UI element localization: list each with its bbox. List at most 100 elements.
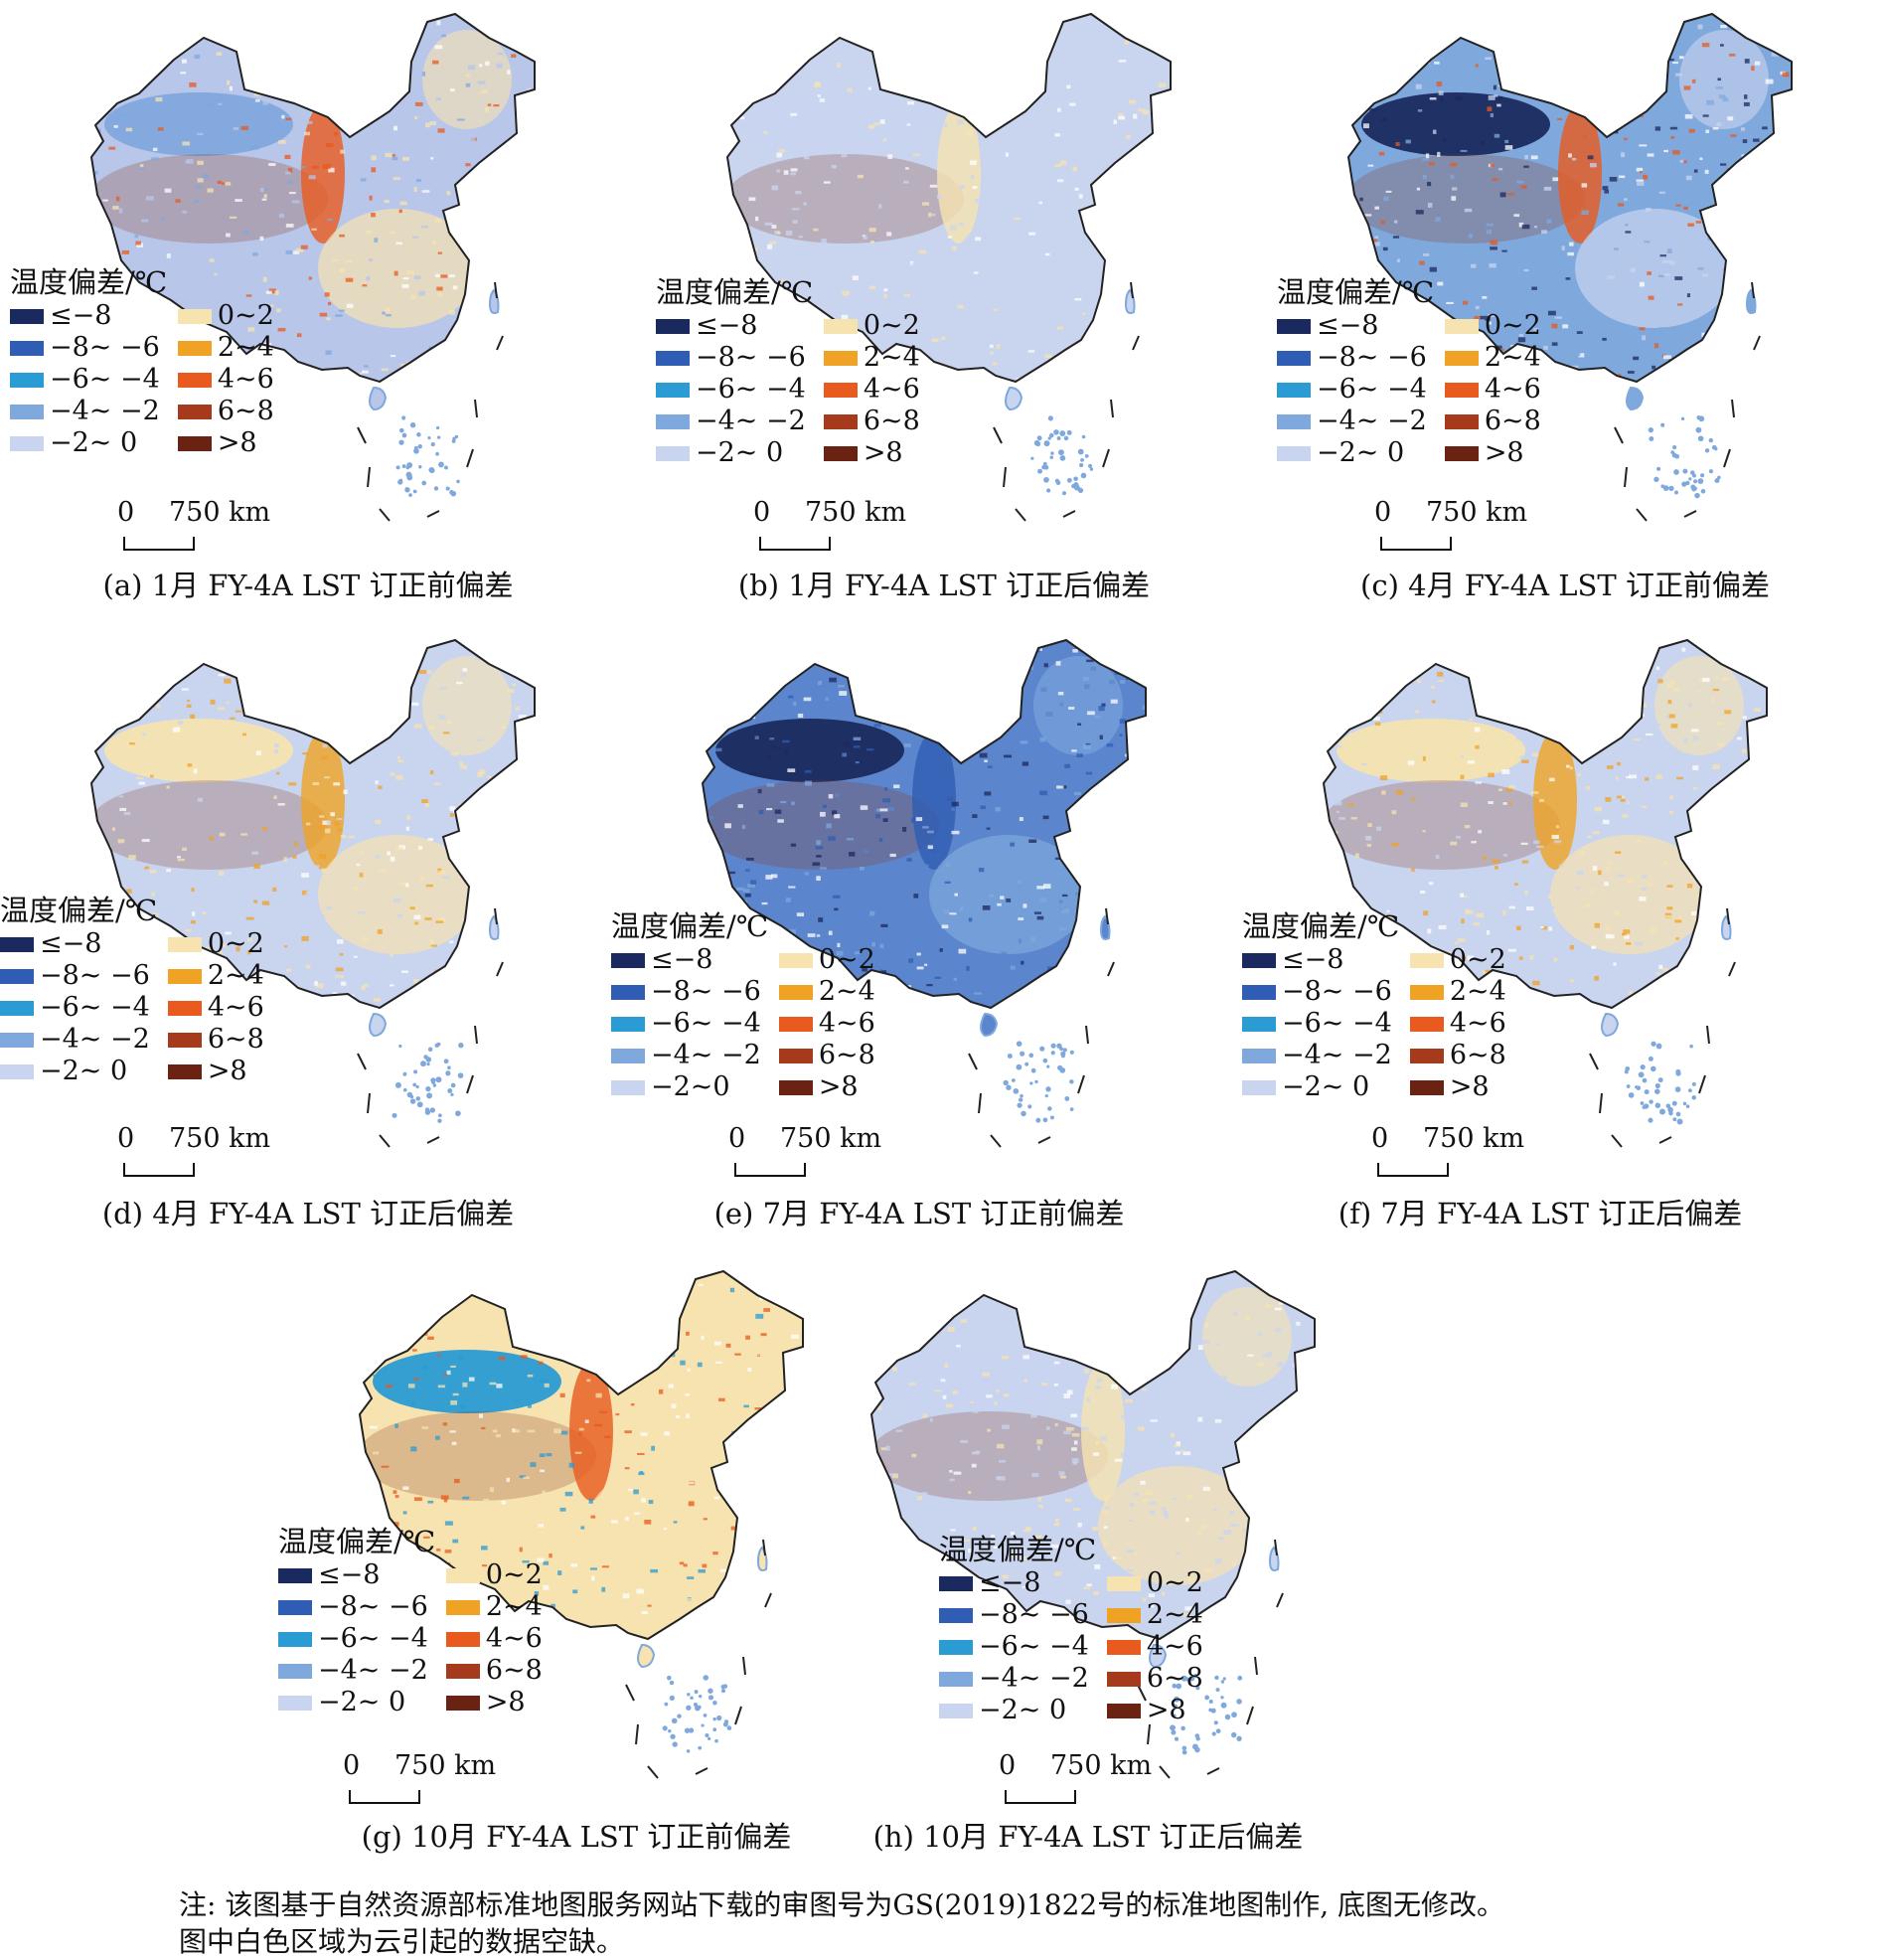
islet: [1069, 1107, 1074, 1112]
islet: [1682, 1101, 1687, 1106]
islet: [1046, 1064, 1050, 1068]
nine-dash-line-segment: [367, 1092, 371, 1114]
legend-item: 2~4: [167, 960, 264, 992]
nine-dash-line-segment: [426, 510, 440, 518]
islet: [1237, 1675, 1243, 1681]
islet: [402, 1071, 407, 1076]
legend-item: 4~6: [823, 374, 920, 406]
legend-swatch: [778, 984, 813, 1000]
scale-bar: 0 750 km: [728, 1123, 887, 1183]
legend-label: >8: [485, 1687, 526, 1717]
islet: [669, 1695, 675, 1701]
islet: [723, 1719, 729, 1724]
islet: [1050, 451, 1054, 455]
islet: [443, 1059, 449, 1064]
islet: [1037, 468, 1043, 474]
legend: 温度偏差/℃ ≤−8 −8~ −6 −6~ −4 −4~ −2 −2~ 0 0~2 2~4 4~…: [0, 895, 264, 1087]
islet: [1057, 1064, 1063, 1070]
islet: [1174, 1696, 1180, 1703]
islet: [392, 1112, 397, 1118]
islet: [720, 1689, 725, 1694]
china-bias-map: [89, 638, 536, 1148]
legend-item: −4~ −2: [0, 1024, 150, 1056]
islet: [1648, 426, 1654, 433]
islet: [455, 1110, 461, 1117]
islet: [421, 480, 427, 486]
islet: [397, 479, 403, 485]
islet: [1636, 1085, 1642, 1090]
nine-dash-line-segment: [1723, 448, 1731, 468]
scale-distance-label: 750 km: [169, 497, 271, 528]
nine-dash-line-segment: [1246, 1706, 1254, 1725]
legend-label: −6~ −4: [318, 1623, 428, 1654]
islet: [1061, 491, 1067, 496]
legend-item: −4~ −2: [1242, 1040, 1392, 1071]
tarim-basin-region: [104, 92, 293, 156]
legend-label: 0~2: [1484, 310, 1541, 341]
plateau-region: [1348, 154, 1585, 244]
islet: [1049, 455, 1054, 460]
legend-label: 6~8: [1146, 1663, 1203, 1694]
legend: 温度偏差/℃ ≤−8 −8~ −6 −6~ −4 −4~ −2 −2~ 0 0~2 2~4 4~…: [1277, 276, 1541, 469]
islet: [1654, 1082, 1660, 1089]
islet: [1626, 1084, 1631, 1088]
legend-swatch: [445, 1663, 480, 1679]
islet: [454, 434, 459, 439]
islet: [1691, 1081, 1696, 1086]
nine-dash-line-segment: [1589, 1053, 1599, 1070]
map-panel-b: 温度偏差/℃ ≤−8 −8~ −6 −6~ −4 −4~ −2 −2~ 0 0~2 2~4 4~…: [636, 0, 1252, 616]
nine-dash-line-segment: [379, 1134, 391, 1148]
islet: [1708, 469, 1713, 474]
islet: [1058, 449, 1064, 456]
islet: [684, 1727, 691, 1733]
islet: [1020, 1051, 1025, 1057]
scale-distance-label: 750 km: [169, 1123, 271, 1154]
map-panel-g: 温度偏差/℃ ≤−8 −8~ −6 −6~ −4 −4~ −2 −2~ 0 0~2 2~4 4~…: [268, 1257, 884, 1874]
legend-swatch: [445, 1695, 480, 1711]
legend-label: −2~ 0: [979, 1695, 1067, 1725]
legend-swatch: [177, 404, 212, 419]
islet: [1013, 1088, 1020, 1094]
tarim-basin-region: [715, 719, 904, 782]
legend-label: >8: [1449, 1071, 1490, 1102]
islet: [1211, 1731, 1216, 1736]
islet: [427, 436, 431, 440]
islet: [1046, 488, 1051, 493]
islet: [398, 439, 404, 445]
islet: [1047, 436, 1051, 440]
scale-zero-label: 0: [1371, 1123, 1389, 1154]
legend-swatch: [1277, 413, 1311, 429]
nine-dash-line-segment: [968, 1053, 978, 1070]
legend-item: 0~2: [1106, 1567, 1203, 1599]
legend-label: >8: [217, 427, 257, 458]
legend-item: 6~8: [823, 406, 920, 437]
islet: [432, 1083, 437, 1087]
islet: [1195, 1686, 1200, 1691]
legend-label: −6~ −4: [1317, 374, 1427, 405]
nine-dash-line-segment: [1102, 448, 1110, 468]
islet: [401, 432, 407, 438]
islet: [1653, 476, 1659, 482]
islet: [1071, 483, 1076, 489]
legend-label: −2~ 0: [50, 427, 138, 458]
islet: [664, 1702, 669, 1707]
islet: [1649, 1099, 1653, 1104]
legend-item: −6~ −4: [1242, 1008, 1392, 1040]
islet: [1050, 1051, 1055, 1056]
panel-caption: (h) 10月 FY-4A LST 订正后偏差: [872, 1820, 1304, 1854]
islet: [1654, 1088, 1660, 1094]
legend-item: ≤−8: [10, 300, 160, 332]
nine-dash-line-segment: [379, 508, 391, 522]
legend-label: −8~ −6: [318, 1591, 428, 1622]
scale-zero-label: 0: [117, 497, 135, 528]
china-bias-map: [1322, 638, 1768, 1148]
legend-swatch: [939, 1671, 973, 1687]
islet: [1066, 477, 1072, 483]
map-panel-h: 温度偏差/℃ ≤−8 −8~ −6 −6~ −4 −4~ −2 −2~ 0 0~2 2~4 4~…: [780, 1257, 1396, 1874]
legend-swatch: [1106, 1607, 1141, 1623]
islet: [688, 1727, 695, 1733]
legend-swatch: [167, 936, 202, 952]
islet: [1006, 1084, 1012, 1090]
scale-zero-label: 0: [999, 1750, 1017, 1781]
legend-item: −2~ 0: [1242, 1071, 1392, 1103]
